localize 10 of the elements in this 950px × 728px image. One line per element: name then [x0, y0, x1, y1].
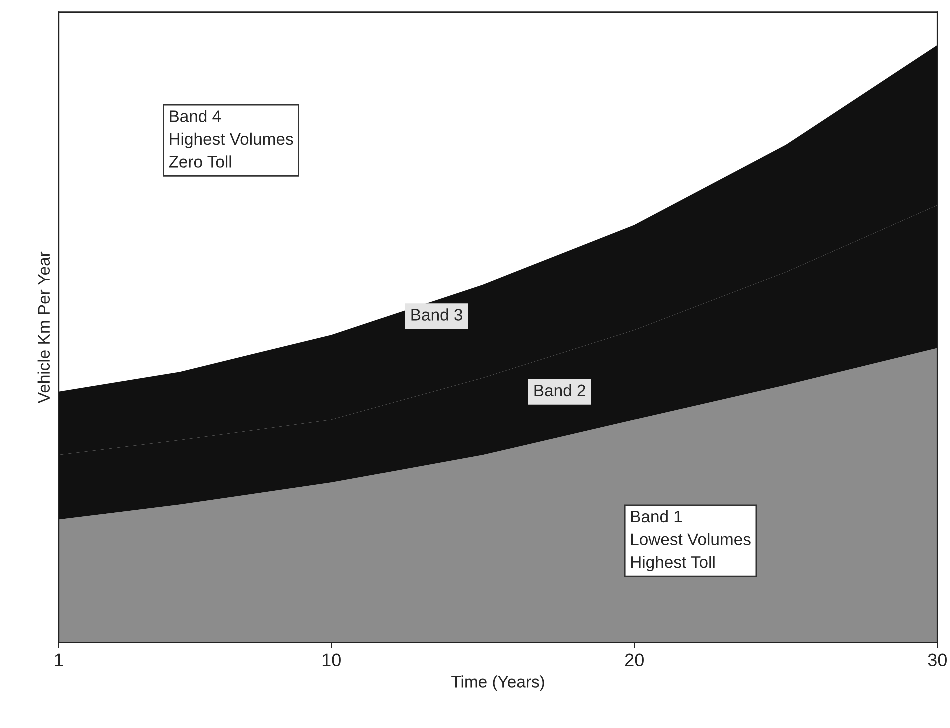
x-axis-title: Time (Years) [452, 676, 544, 692]
x-tick-label: 1 [55, 654, 64, 666]
annotation: Band 2 [534, 384, 586, 397]
y-axis-title: Vehicle Km Per Year [38, 252, 50, 404]
annotation: Band 4 Highest Volumes Zero Toll [169, 110, 294, 168]
x-tick-label: 30 [928, 654, 947, 667]
x-tick-label: 10 [322, 654, 341, 667]
x-tick-label: 20 [626, 654, 644, 667]
annotation: Band 3 [412, 308, 462, 321]
annotation: Band 1 Lowest Volumes Highest Toll [631, 510, 751, 572]
